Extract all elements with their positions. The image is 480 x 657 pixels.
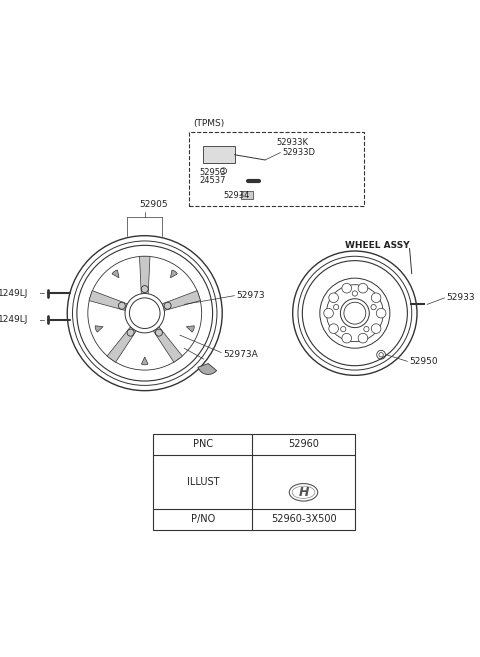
Circle shape: [358, 333, 368, 343]
Text: H: H: [298, 486, 309, 499]
Text: (TPMS): (TPMS): [193, 119, 224, 128]
Polygon shape: [162, 290, 201, 310]
Text: 52950: 52950: [409, 357, 438, 366]
Wedge shape: [142, 357, 148, 365]
Wedge shape: [112, 270, 119, 278]
Text: 52934: 52934: [224, 191, 250, 200]
Circle shape: [372, 293, 381, 303]
Circle shape: [324, 308, 334, 318]
Polygon shape: [89, 290, 127, 310]
Text: P/NO: P/NO: [191, 514, 215, 524]
Polygon shape: [154, 327, 182, 362]
Wedge shape: [198, 363, 216, 374]
Wedge shape: [95, 326, 103, 332]
Text: 52973A: 52973A: [224, 350, 258, 359]
Circle shape: [342, 333, 351, 343]
Text: PNC: PNC: [193, 439, 213, 449]
Text: 52905: 52905: [139, 200, 168, 210]
Polygon shape: [140, 256, 150, 294]
Text: 52933: 52933: [447, 294, 475, 302]
Text: 52933K: 52933K: [276, 138, 308, 147]
Circle shape: [329, 324, 338, 334]
FancyBboxPatch shape: [203, 146, 235, 163]
Circle shape: [329, 293, 338, 303]
FancyBboxPatch shape: [189, 131, 364, 206]
Circle shape: [376, 308, 386, 318]
Polygon shape: [107, 327, 136, 362]
FancyBboxPatch shape: [154, 434, 355, 530]
Text: ILLUST: ILLUST: [187, 477, 219, 487]
Circle shape: [358, 283, 368, 293]
Text: 52973: 52973: [237, 291, 265, 300]
Circle shape: [372, 324, 381, 334]
Text: 52953: 52953: [200, 168, 226, 177]
Wedge shape: [170, 270, 177, 278]
Text: WHEEL ASSY: WHEEL ASSY: [345, 241, 409, 250]
Ellipse shape: [289, 484, 318, 501]
Text: 52933D: 52933D: [283, 148, 316, 157]
Text: 24537: 24537: [200, 177, 226, 185]
FancyBboxPatch shape: [241, 191, 253, 199]
Text: 1249LJ: 1249LJ: [0, 289, 29, 298]
Text: 52960: 52960: [288, 439, 319, 449]
Wedge shape: [186, 326, 194, 332]
Text: 52960-3X500: 52960-3X500: [271, 514, 336, 524]
Circle shape: [342, 283, 351, 293]
Text: 1249LJ: 1249LJ: [0, 315, 29, 325]
